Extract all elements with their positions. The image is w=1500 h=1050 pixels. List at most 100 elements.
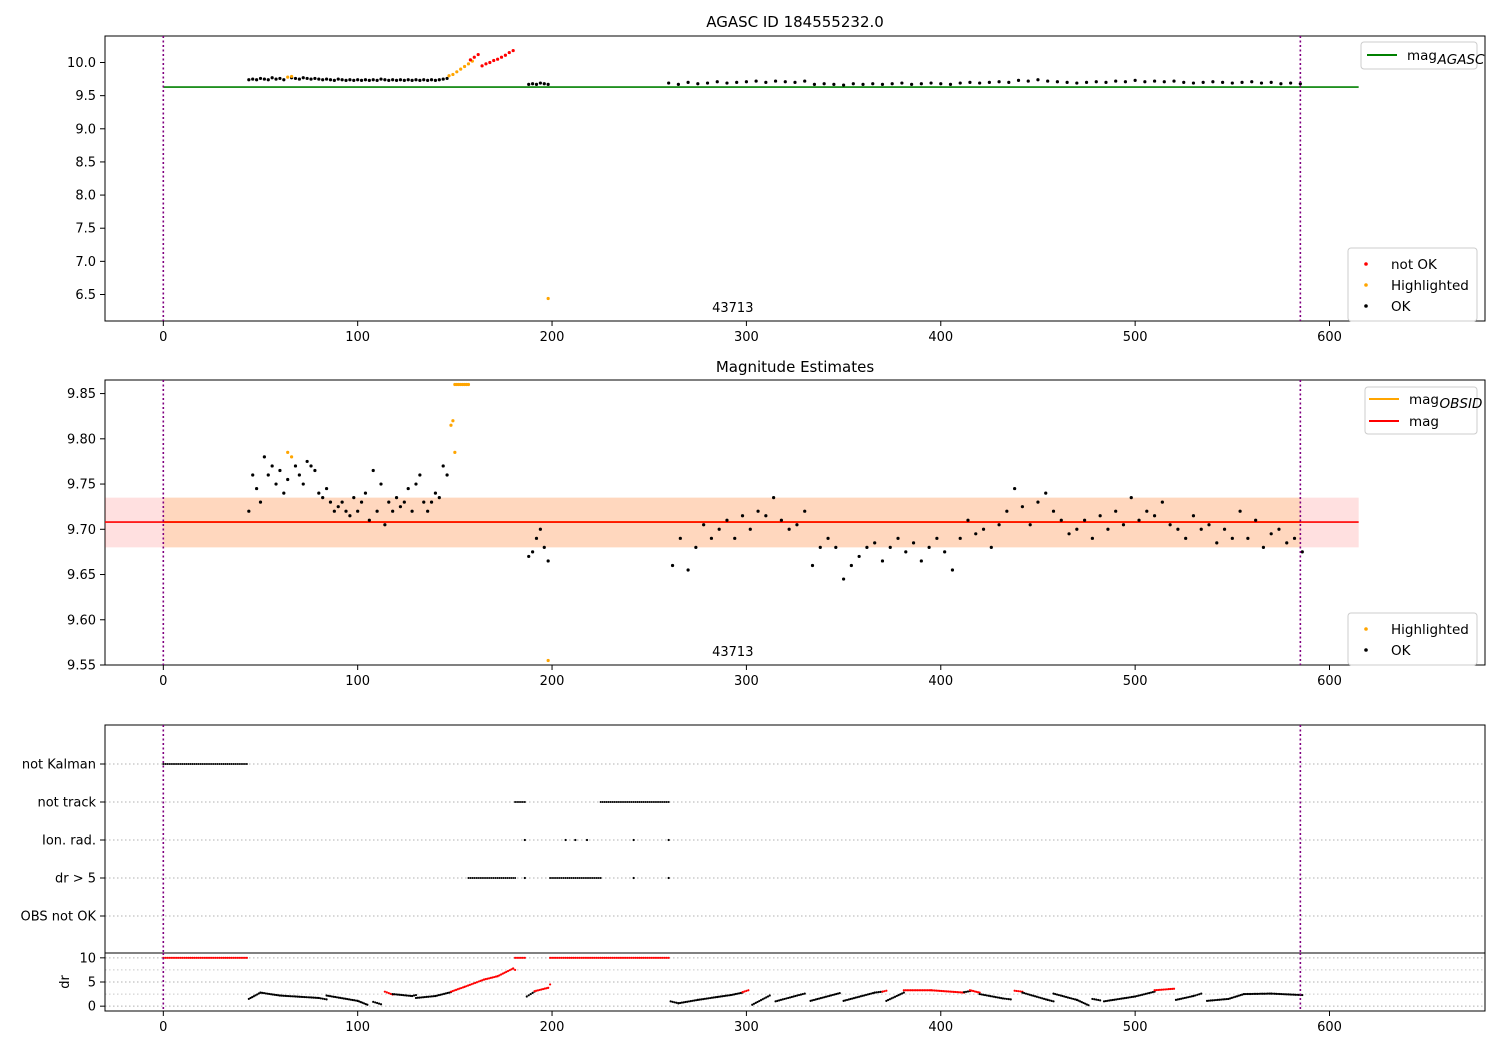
panel2-point-ok [1098, 514, 1102, 518]
panel1-legend-marker [1364, 304, 1368, 308]
panel3-flag-point [471, 877, 474, 879]
panel4-dr-point [303, 995, 306, 999]
panel4-ylabel: dr [58, 975, 73, 989]
panel1-legend-marker [1364, 262, 1368, 266]
panel4-dr-outlier-point [164, 956, 167, 959]
panel4-dr-point [858, 995, 861, 998]
panel2-point-ok [1005, 509, 1009, 513]
panel2-point-ok [989, 545, 993, 549]
panel4-dr-point [871, 991, 875, 995]
panel3-flag-point [168, 763, 171, 765]
panel2-point-ok [317, 491, 321, 495]
panel3-flag-point [659, 801, 662, 803]
panel2-point-highlighted [466, 382, 471, 387]
panel4-dr-point [875, 991, 878, 994]
panel2-legend-subscript: OBSID [1440, 396, 1483, 412]
panel1-point-not-ok [492, 58, 496, 63]
panel4-dr-point [728, 994, 731, 997]
panel2-point-ok [344, 509, 348, 513]
panel4-dr-point [949, 990, 952, 993]
panel4-dr-point [1244, 992, 1247, 996]
panel4-dr-point [1093, 998, 1096, 1001]
panel4-dr-point [412, 994, 416, 997]
panel4-dr-point [488, 977, 491, 980]
panel2-point-ok [795, 523, 799, 527]
panel4-dr-point [1251, 992, 1254, 996]
panel3-flag-point [624, 801, 627, 803]
panel4-dr-point [547, 986, 550, 989]
panel4-dr-point [1023, 992, 1026, 995]
panel4-dr-outlier-point [585, 956, 589, 959]
panel2-point-highlighted [449, 423, 453, 427]
panel4-dr-point [673, 1001, 676, 1004]
panel3-flag-point [523, 876, 526, 880]
panel4-x-tick-label: 600 [1317, 1020, 1342, 1035]
panel4-dr-point [337, 996, 340, 999]
panel2-point-ok [702, 523, 706, 527]
panel4-dr-point [1075, 998, 1078, 1001]
panel2-point-highlighted [289, 455, 294, 459]
panel1-point-ok [406, 78, 410, 82]
panel3-flag-point [611, 801, 614, 803]
panel1-point-ok [324, 77, 329, 81]
panel4-dr-point [1155, 988, 1158, 992]
panel2-point-ok [725, 518, 729, 522]
panel4-dr-point [247, 997, 250, 1001]
panel4-dr-point [1070, 997, 1073, 1000]
panel4-dr-point [752, 1002, 756, 1005]
panel2-x-tick-label: 600 [1317, 674, 1342, 689]
panel4-dr-point [372, 1000, 375, 1003]
panel2-point-ok [422, 500, 426, 504]
panel2-point-ok [958, 536, 962, 540]
panel4-dr-point [1128, 996, 1132, 999]
panel4-dr-outlier-point [617, 956, 620, 959]
panel2-point-ok [670, 563, 675, 568]
panel3-flag-point [500, 877, 503, 879]
panel4-dr-point [803, 992, 806, 995]
panel4-dr-point [929, 989, 933, 992]
panel4-dr-point [1015, 989, 1018, 993]
panel4-dr-point [733, 993, 736, 996]
panel4-dr-point [1294, 993, 1297, 996]
panel4-dr-outlier-point [523, 956, 526, 959]
panel1-point-ok [1104, 80, 1108, 84]
panel4-dr-point [1153, 989, 1156, 992]
panel3-flag-point [243, 763, 246, 765]
panel4-dr-point [859, 995, 862, 998]
panel4-dr-point [1176, 998, 1179, 1001]
panel4-dr-point [985, 994, 988, 997]
panel3-flag-point [479, 877, 482, 879]
panel3-flag-point [203, 763, 206, 765]
panel1-point-ok [851, 82, 855, 86]
panel4-dr-point [548, 983, 552, 986]
panel2-point-ok [888, 545, 892, 549]
panel3-flag-point [506, 877, 509, 879]
panel4-dr-point [269, 993, 273, 996]
panel4-dr-point [335, 996, 339, 999]
panel4-dr-point [687, 1000, 691, 1003]
panel4-dr-outlier-point [659, 956, 662, 959]
panel1-point-ok [336, 77, 340, 81]
panel1-point-ok [1269, 80, 1273, 84]
panel1-point-highlighted [451, 72, 455, 77]
panel4-dr-outlier-point [655, 956, 659, 959]
panel3-flag-point [162, 763, 165, 765]
panel4-dr-point [366, 1003, 369, 1006]
panel2-title: Magnitude Estimates [716, 358, 874, 376]
panel4-dr-outlier-point [566, 956, 569, 959]
panel4-dr-point [912, 989, 916, 992]
panel4-dr-point [831, 993, 834, 997]
panel4-dr-point [300, 995, 303, 998]
panel1-point-ok [414, 78, 418, 82]
panel4-dr-point [436, 994, 439, 997]
panel3-flag-point [613, 801, 616, 803]
panel4-dr-point [741, 991, 744, 994]
panel4-dr-point [278, 994, 282, 997]
panel1-x-tick-label: 600 [1317, 330, 1342, 345]
panel4-dr-outlier-point [183, 956, 186, 959]
panel4-dr-point [1259, 992, 1263, 995]
panel1-point-ok [348, 78, 352, 82]
panel4-dr-point [745, 989, 748, 992]
panel4-dr-point [312, 996, 315, 999]
panel4-dr-point [1283, 993, 1287, 996]
